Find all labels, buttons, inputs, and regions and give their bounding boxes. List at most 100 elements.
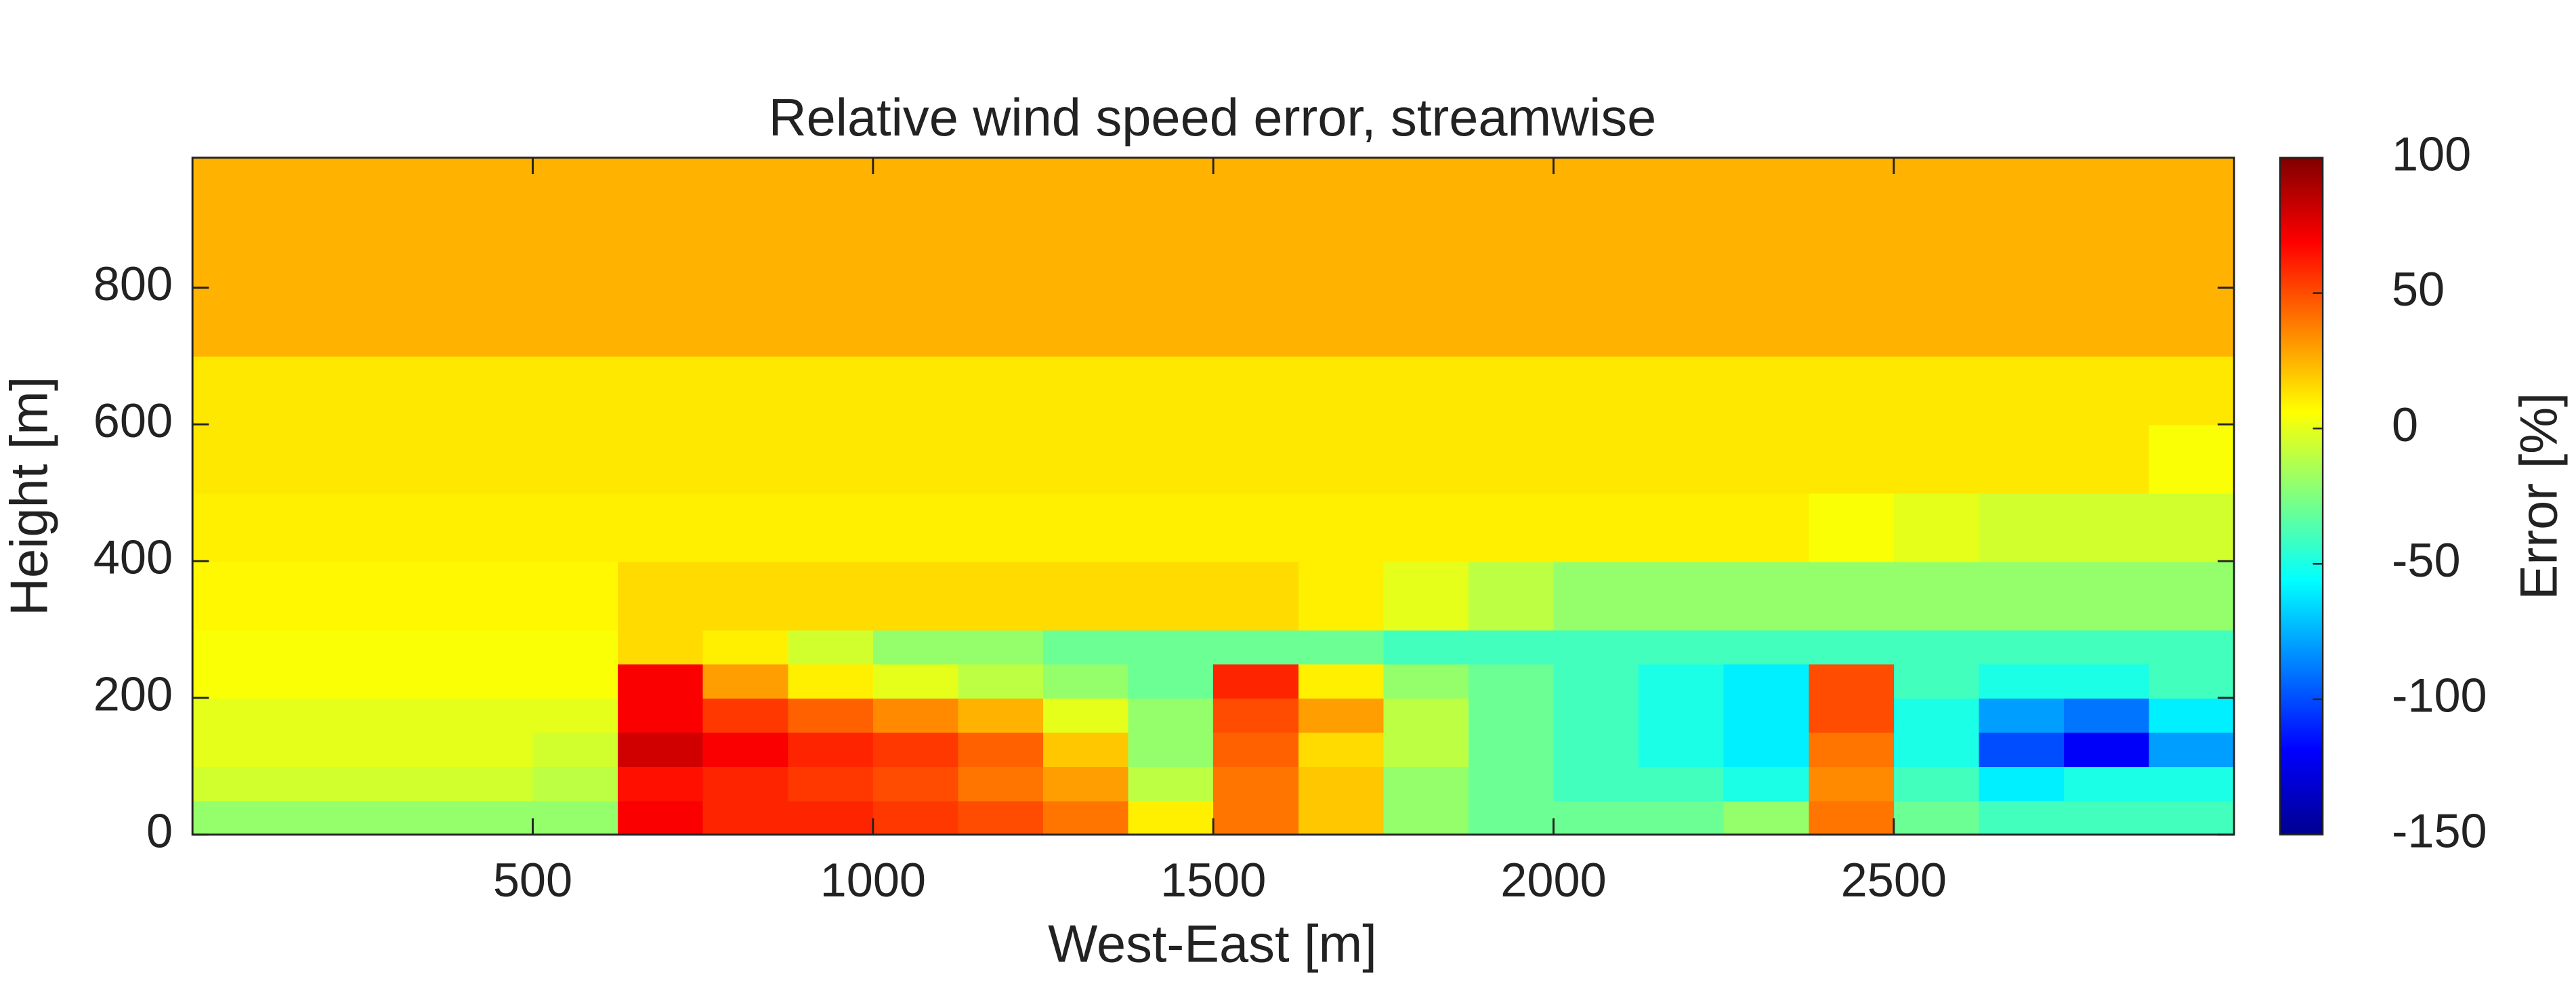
heatmap-cell bbox=[1128, 287, 1215, 357]
x-tick-label: 500 bbox=[493, 853, 572, 907]
heatmap-cell bbox=[2064, 766, 2150, 802]
heatmap-cell bbox=[277, 663, 364, 699]
heatmap-cell bbox=[277, 356, 364, 426]
heatmap-cell bbox=[618, 561, 704, 631]
heatmap-cell bbox=[1893, 732, 1980, 768]
heatmap-cell bbox=[192, 697, 278, 733]
heatmap-cell bbox=[192, 732, 278, 768]
heatmap-cell bbox=[1213, 424, 1299, 494]
heatmap-cell bbox=[788, 287, 874, 357]
heatmap-cell bbox=[1128, 766, 1215, 802]
heatmap-cell bbox=[2064, 663, 2150, 699]
heatmap-cell bbox=[1639, 663, 1725, 699]
heatmap-cell bbox=[1893, 561, 1980, 631]
heatmap-cell bbox=[1979, 561, 2065, 631]
heatmap-cell bbox=[447, 561, 534, 631]
heatmap-cell bbox=[1128, 157, 1215, 289]
heatmap-cell bbox=[1979, 800, 2065, 836]
heatmap-cell bbox=[2064, 493, 2150, 562]
colorbar-tick-label: 50 bbox=[2392, 262, 2445, 316]
colorbar-tick-label: -100 bbox=[2392, 669, 2487, 722]
heatmap-cell bbox=[788, 766, 874, 802]
heatmap-cell bbox=[1043, 356, 1129, 426]
heatmap-cell bbox=[1213, 800, 1299, 836]
heatmap-cell bbox=[1383, 287, 1470, 357]
heatmap-cell bbox=[1639, 493, 1725, 562]
heatmap-cell bbox=[872, 732, 959, 768]
heatmap-cell bbox=[1383, 663, 1470, 699]
heatmap-cell bbox=[1723, 800, 1810, 836]
heatmap-cell bbox=[1043, 629, 1129, 665]
heatmap-cell bbox=[277, 697, 364, 733]
heatmap-cell bbox=[192, 629, 278, 665]
heatmap-cell bbox=[362, 732, 449, 768]
heatmap-cell bbox=[1893, 157, 1980, 289]
heatmap-cell bbox=[1298, 561, 1385, 631]
colorbar-tick-label: 0 bbox=[2392, 398, 2418, 451]
heatmap-cell bbox=[958, 287, 1044, 357]
heatmap-cell bbox=[958, 629, 1044, 665]
heatmap-cell bbox=[2149, 561, 2235, 631]
heatmap-cell bbox=[618, 800, 704, 836]
heatmap-cell bbox=[1383, 697, 1470, 733]
heatmap-cell bbox=[1553, 424, 1640, 494]
heatmap-cell bbox=[2064, 287, 2150, 357]
heatmap-cell bbox=[1468, 800, 1555, 836]
heatmap-cell bbox=[1383, 157, 1470, 289]
y-tick-label: 600 bbox=[93, 394, 173, 447]
heatmap-cell bbox=[1128, 663, 1215, 699]
heatmap-cell bbox=[1468, 561, 1555, 631]
heatmap-cell bbox=[447, 629, 534, 665]
heatmap-cell bbox=[2149, 287, 2235, 357]
heatmap-cell bbox=[1383, 356, 1470, 426]
heatmap-cell bbox=[2064, 561, 2150, 631]
heatmap-cell bbox=[1979, 697, 2065, 733]
heatmap-cell bbox=[958, 800, 1044, 836]
heatmap-cell bbox=[1298, 766, 1385, 802]
heatmap-cell bbox=[1298, 629, 1385, 665]
heatmap-cell bbox=[2149, 493, 2235, 562]
heatmap-cell bbox=[1553, 157, 1640, 289]
x-tick-label: 2000 bbox=[1500, 853, 1606, 907]
heatmap-cell bbox=[362, 493, 449, 562]
heatmap-cell bbox=[618, 732, 704, 768]
heatmap-cell bbox=[1043, 561, 1129, 631]
heatmap-cell bbox=[277, 766, 364, 802]
colorbar bbox=[2279, 157, 2324, 836]
heatmap-cell bbox=[702, 561, 789, 631]
heatmap-cell bbox=[788, 663, 874, 699]
heatmap-cell bbox=[2149, 663, 2235, 699]
heatmap-cell bbox=[872, 697, 959, 733]
heatmap-cell bbox=[1979, 766, 2065, 802]
heatmap-cell bbox=[532, 157, 619, 289]
heatmap-cell bbox=[1809, 663, 1895, 699]
heatmap-cell bbox=[532, 629, 619, 665]
heatmap-cell bbox=[618, 629, 704, 665]
heatmap-cell bbox=[1213, 287, 1299, 357]
heatmap-cell bbox=[1893, 697, 1980, 733]
heatmap-cell bbox=[192, 766, 278, 802]
heatmap-cell bbox=[702, 732, 789, 768]
heatmap-cell bbox=[1553, 697, 1640, 733]
heatmap-cell bbox=[1298, 287, 1385, 357]
heatmap-cell bbox=[702, 663, 789, 699]
heatmap-cell bbox=[1809, 732, 1895, 768]
heatmap-cell bbox=[872, 629, 959, 665]
heatmap-cell bbox=[2149, 800, 2235, 836]
heatmap-cell bbox=[277, 493, 364, 562]
heatmap-cell bbox=[1553, 287, 1640, 357]
heatmap-cell bbox=[1639, 732, 1725, 768]
heatmap-cell bbox=[532, 766, 619, 802]
heatmap-cell bbox=[1213, 663, 1299, 699]
y-axis-label: Height [m] bbox=[0, 377, 58, 617]
heatmap-cell bbox=[702, 800, 789, 836]
heatmap-cell bbox=[872, 561, 959, 631]
heatmap-cell bbox=[1809, 766, 1895, 802]
colorbar-tick-label: 100 bbox=[2392, 127, 2471, 180]
colorbar-tick-label: -50 bbox=[2392, 533, 2461, 587]
heatmap-cell bbox=[1468, 287, 1555, 357]
heatmap-cell bbox=[1213, 732, 1299, 768]
heatmap-cell bbox=[2064, 697, 2150, 733]
heatmap-cell bbox=[1553, 663, 1640, 699]
heatmap-cell bbox=[1723, 732, 1810, 768]
